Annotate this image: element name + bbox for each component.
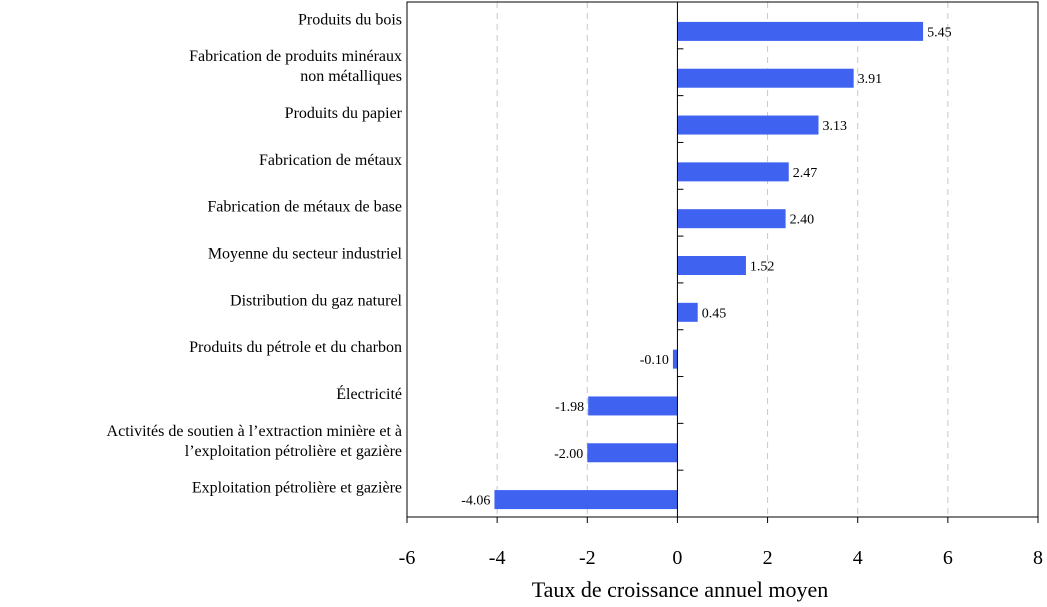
x-tick-label: -4 [489,547,506,569]
bar [677,68,854,88]
bar [677,162,789,182]
category-label: Fabrication de métaux [259,152,402,169]
category-label: Fabrication de produits minéraux [189,48,402,65]
x-tick-labels: -6 -4 -2 0 2 4 6 8 [399,547,1043,569]
category-labels: Produits du bois Fabrication de produits … [107,11,403,496]
bar [587,443,678,463]
axes [406,1,1039,523]
x-tick-label: 6 [943,547,953,569]
bar [672,349,678,369]
category-label: Produits du bois [298,11,402,28]
bar [677,302,698,322]
value-label: 2.47 [793,166,818,181]
category-label: non métalliques [300,68,402,85]
x-tick-label: 4 [853,547,863,569]
plot-frame [406,1,1039,518]
value-label: -1.98 [555,400,584,415]
value-label: -2.00 [554,447,583,462]
category-label: Électricité [336,384,402,403]
category-label: Distribution du gaz naturel [230,292,403,309]
category-label: Produits du pétrole et du charbon [189,339,402,356]
value-label: 3.13 [823,119,848,134]
category-label: l’exploitation pétrolière et gazière [185,443,402,460]
category-label: Moyenne du secteur industriel [208,246,403,263]
x-tick-label: -2 [579,547,596,569]
category-label: Activités de soutien à l’extraction mini… [107,423,402,440]
category-label: Exploitation pétrolière et gazière [192,480,402,497]
bar [677,256,746,275]
category-label: Fabrication de métaux de base [207,199,402,216]
value-label: 2.40 [790,213,815,228]
value-label: 1.52 [750,260,775,275]
value-label: 5.45 [927,25,952,40]
value-labels: 5.45 3.91 3.13 2.47 2.40 1.52 0.45 -0.10 -1.98 -2… [461,25,951,508]
x-tick-label: 8 [1033,547,1043,569]
value-label: -0.10 [640,353,669,368]
grid-lines [496,2,949,517]
bar [677,209,786,229]
bar [677,21,924,41]
x-axis-title: Taux de croissance annuel moyen [532,577,829,602]
value-label: -4.06 [461,494,490,509]
bar [494,490,678,510]
x-tick-label: 0 [672,547,682,569]
bar [588,396,678,416]
value-label: 0.45 [702,306,727,321]
bars [494,21,924,510]
x-tick-label: -6 [399,547,416,569]
x-tick-label: 2 [763,547,773,569]
bar [677,115,819,135]
category-label: Produits du papier [285,105,403,122]
value-label: 3.91 [858,72,883,87]
